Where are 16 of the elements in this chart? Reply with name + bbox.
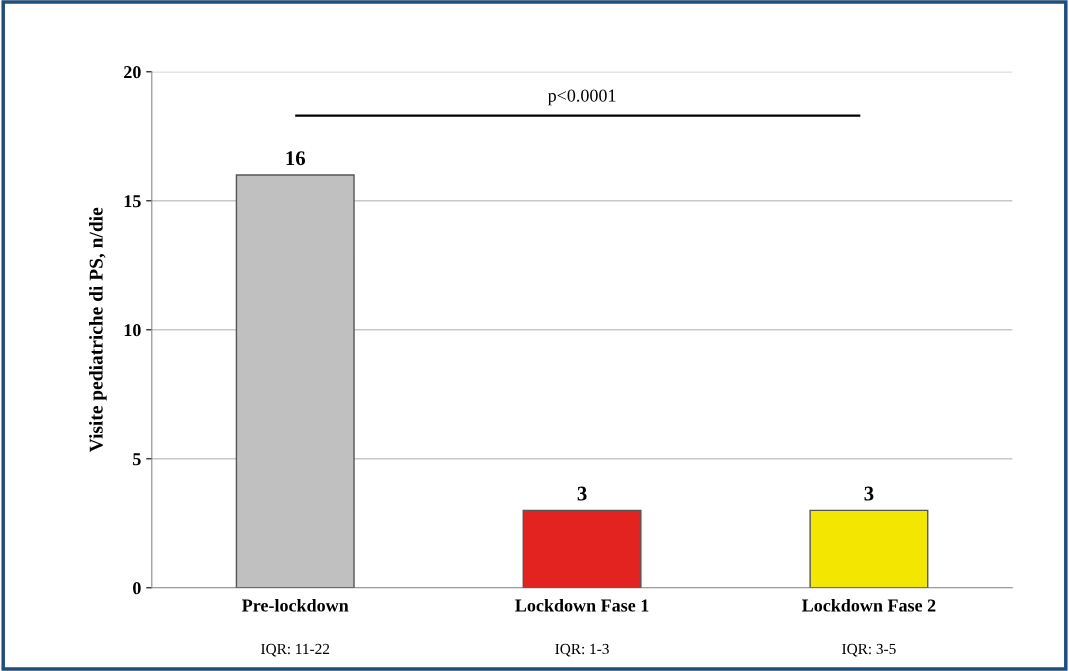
data-label: 16 <box>286 151 306 166</box>
text: IQR: 11-22 <box>261 643 330 657</box>
x-tick-label: Pre-lockdown <box>242 598 349 612</box>
x-tick-label: Lockdown Fase 1 <box>515 598 649 612</box>
y-tick-label: 20 <box>124 66 141 79</box>
y-tick-label: 10 <box>124 324 141 337</box>
x-tick-label: Lockdown Fase 2 <box>802 598 936 612</box>
y-axis-title: Visite pediatriche di PS, n/die <box>89 207 107 453</box>
text: IQR: 3-5 <box>842 643 896 657</box>
y-tick-label: 5 <box>133 453 141 466</box>
annotation: p<0.0001 <box>547 89 616 106</box>
y-tick-label: 0 <box>133 582 141 595</box>
data-label: 3 <box>577 486 587 501</box>
data-label: 3 <box>864 486 874 501</box>
text: IQR: 1-3 <box>555 643 609 657</box>
y-tick-label: 15 <box>124 195 141 208</box>
